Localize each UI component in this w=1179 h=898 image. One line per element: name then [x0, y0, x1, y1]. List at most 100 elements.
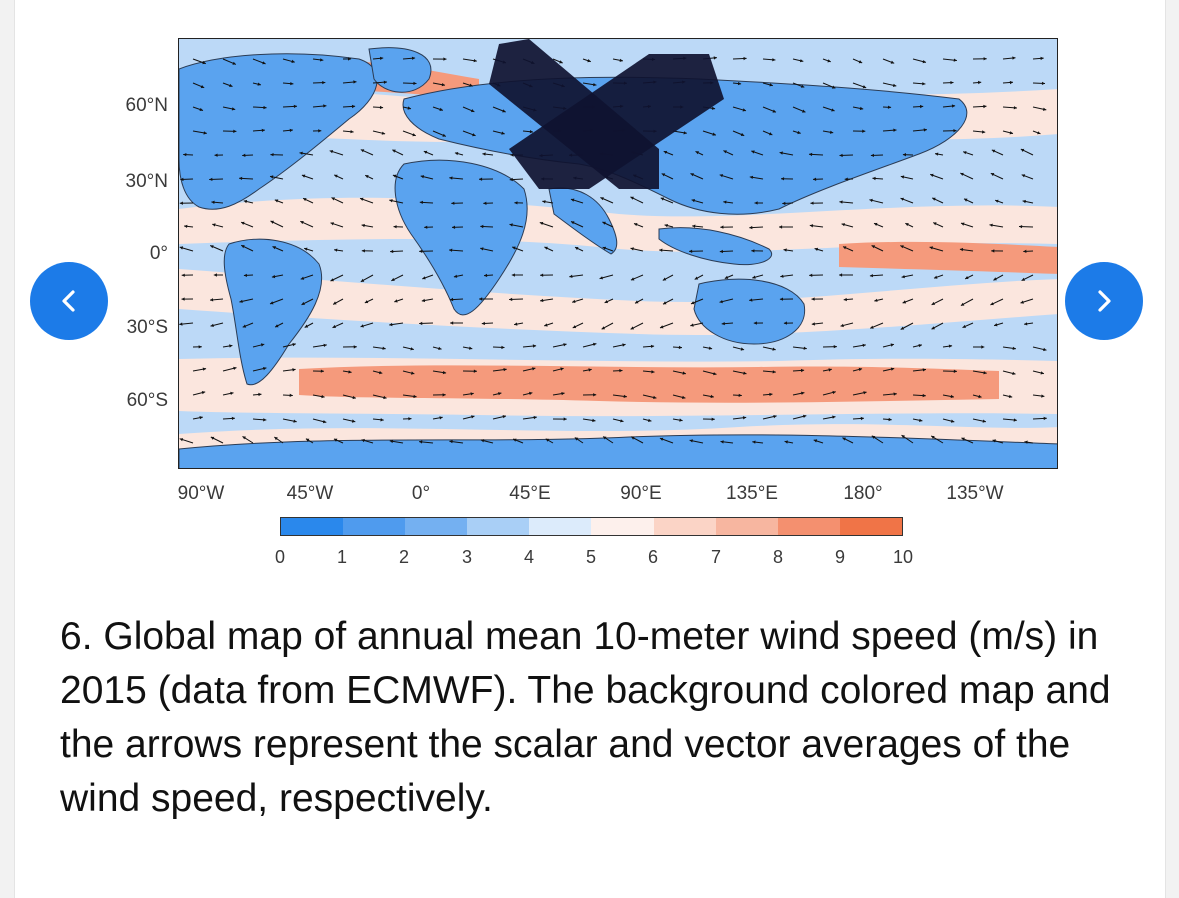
- wind-arrow-head: [630, 247, 634, 251]
- wind-arrow-head: [181, 297, 185, 301]
- wind-arrow-head: [858, 367, 863, 372]
- wind-arrow-head: [752, 440, 756, 444]
- wind-arrow-head: [887, 105, 892, 109]
- wind-arrow-head: [391, 277, 395, 281]
- wind-arrow-head: [978, 394, 982, 399]
- colorbar-tick-6: 6: [647, 547, 659, 567]
- wind-arrow-head: [1043, 347, 1047, 352]
- wind-arrow-head: [361, 223, 365, 228]
- wind-arrow-head: [258, 392, 262, 397]
- wind-arrow-head: [869, 274, 873, 278]
- wind-arrow-head: [661, 173, 666, 177]
- colorbar-bin-0: [281, 518, 344, 535]
- wind-arrow-head: [561, 392, 565, 396]
- wind-arrow-head: [413, 394, 417, 399]
- wind-arrow-head: [211, 200, 215, 204]
- north-america: [179, 53, 378, 210]
- wind-arrow-head: [689, 439, 693, 443]
- wind-arrow-head: [990, 173, 995, 177]
- wind-arrow-head: [951, 104, 956, 108]
- wind-arrow-head: [660, 325, 664, 329]
- wind-arrow-head: [509, 297, 513, 302]
- wind-arrow-head: [390, 249, 394, 254]
- wind-arrow-head: [231, 107, 236, 111]
- wind-arrow-head: [862, 129, 866, 133]
- arabia-india: [548, 187, 618, 255]
- wind-arrow-head: [994, 323, 998, 327]
- wind-arrow-head: [982, 419, 986, 423]
- wind-map-canvas: [179, 39, 1057, 468]
- wind-arrow-head: [930, 173, 934, 177]
- wind-arrow-head: [800, 368, 805, 373]
- wind-arrow-head: [320, 58, 324, 62]
- wind-arrow-head: [570, 198, 575, 202]
- wind-arrow-head: [713, 372, 717, 376]
- strong-southern-ocean: [299, 365, 999, 403]
- wind-arrow-head: [502, 109, 506, 113]
- wind-arrow-head: [304, 247, 308, 251]
- wind-arrow-head: [380, 418, 384, 422]
- colorbar-tick-8: 8: [772, 547, 784, 567]
- wind-arrow-head: [380, 56, 384, 60]
- wind-arrow-head: [801, 391, 805, 395]
- wind-arrow-head: [623, 394, 627, 398]
- wind-arrow-head: [749, 175, 754, 179]
- wind-arrow-head: [239, 299, 243, 303]
- wind-arrow-head: [383, 395, 387, 400]
- colorbar-tick-3: 3: [461, 547, 473, 567]
- wind-arrow-head: [1020, 300, 1024, 304]
- wind-arrow-head: [720, 225, 724, 229]
- wind-arrow-head: [352, 395, 356, 400]
- wind-arrow-head: [242, 436, 246, 440]
- wind-arrow-head: [348, 370, 352, 374]
- colorbar-bin-8: [777, 518, 840, 535]
- wind-arrow-head: [442, 370, 447, 375]
- wind-arrow-head: [361, 249, 365, 253]
- wind-arrow-head: [663, 150, 668, 154]
- wind-arrow-head: [569, 274, 573, 278]
- wind-arrow-head: [602, 246, 607, 250]
- wind-arrow-head: [742, 416, 747, 420]
- wind-arrow-head: [961, 222, 965, 226]
- wind-arrow-head: [529, 130, 533, 134]
- wind-arrow-head: [922, 82, 926, 86]
- wind-arrow-head: [810, 201, 814, 205]
- colorbar-bin-1: [343, 518, 406, 535]
- previous-slide-button[interactable]: [30, 262, 108, 340]
- wind-arrow-head: [572, 325, 577, 329]
- wind-arrow-head: [510, 153, 514, 157]
- wind-arrow-head: [695, 151, 699, 155]
- wind-arrow-head: [323, 343, 327, 347]
- wind-arrow-head: [1043, 416, 1047, 421]
- wind-arrow-head: [271, 274, 276, 279]
- wind-arrow-head: [1020, 148, 1025, 152]
- wind-arrow-head: [449, 439, 453, 444]
- wind-arrow-head: [470, 392, 474, 396]
- wind-arrow-head: [480, 439, 485, 443]
- wind-arrow-head: [1022, 199, 1026, 204]
- wind-arrow-head: [503, 368, 507, 372]
- wind-arrow-head: [454, 152, 459, 156]
- wind-arrow-head: [353, 345, 357, 349]
- wind-arrow-head: [689, 249, 693, 253]
- wind-arrow-head: [751, 249, 755, 253]
- wind-arrow-head: [892, 83, 897, 87]
- wind-arrow-head: [469, 346, 473, 350]
- wind-arrow-head: [351, 419, 356, 423]
- wind-arrow-head: [738, 393, 742, 397]
- wind-arrow-head: [381, 131, 386, 135]
- wind-arrow-head: [800, 84, 805, 88]
- wind-arrow-head: [392, 149, 396, 153]
- next-slide-button[interactable]: [1065, 262, 1143, 340]
- wind-arrow-head: [683, 131, 687, 135]
- wind-arrow-head: [479, 177, 483, 181]
- wind-arrow-head: [932, 197, 936, 201]
- lon-label-0: 0°: [411, 483, 431, 504]
- wind-arrow-head: [1041, 81, 1045, 85]
- wind-arrow-head: [318, 129, 322, 133]
- wind-arrow-head: [839, 153, 843, 158]
- wind-arrow-head: [229, 344, 233, 348]
- wind-arrow-head: [602, 221, 606, 225]
- wind-arrow-head: [779, 225, 783, 229]
- wind-arrow-head: [1042, 107, 1047, 111]
